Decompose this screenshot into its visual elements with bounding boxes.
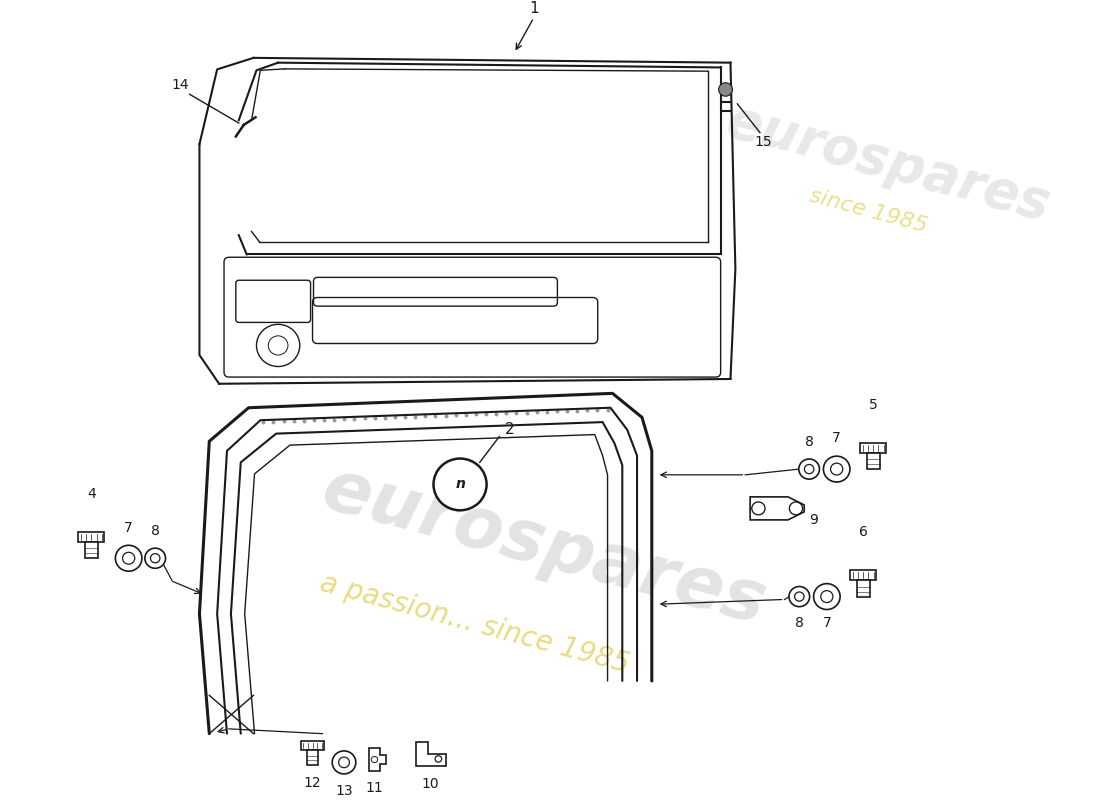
- Text: 7: 7: [833, 431, 842, 446]
- Polygon shape: [416, 742, 447, 766]
- Circle shape: [824, 456, 850, 482]
- Text: 2: 2: [505, 422, 514, 438]
- Polygon shape: [750, 497, 804, 520]
- Bar: [867, 453, 880, 469]
- FancyBboxPatch shape: [850, 570, 877, 580]
- FancyBboxPatch shape: [860, 442, 887, 453]
- Text: 10: 10: [421, 778, 439, 791]
- Circle shape: [332, 751, 355, 774]
- Bar: [85, 542, 98, 558]
- Text: 7: 7: [823, 617, 832, 630]
- Circle shape: [814, 584, 840, 610]
- Text: 14: 14: [170, 78, 188, 92]
- Text: since 1985: since 1985: [807, 186, 930, 237]
- Text: 6: 6: [859, 526, 868, 539]
- Circle shape: [718, 82, 733, 96]
- Text: 15: 15: [755, 135, 772, 150]
- Bar: [857, 580, 870, 597]
- Circle shape: [799, 459, 820, 479]
- Text: a passion... since 1985: a passion... since 1985: [317, 569, 632, 678]
- Text: 8: 8: [795, 617, 804, 630]
- Text: 13: 13: [336, 784, 353, 798]
- Bar: [307, 750, 318, 765]
- Circle shape: [433, 458, 486, 510]
- Text: 9: 9: [810, 513, 818, 527]
- Circle shape: [145, 548, 165, 568]
- Circle shape: [116, 546, 142, 571]
- Text: 8: 8: [805, 435, 814, 450]
- Text: 7: 7: [124, 521, 133, 534]
- Text: 1: 1: [529, 1, 539, 15]
- Circle shape: [789, 586, 810, 606]
- Text: 8: 8: [151, 524, 160, 538]
- Text: n: n: [455, 478, 465, 491]
- Text: 5: 5: [869, 398, 878, 412]
- FancyBboxPatch shape: [78, 532, 104, 542]
- FancyBboxPatch shape: [300, 741, 324, 750]
- Text: eurospares: eurospares: [315, 454, 773, 639]
- Text: eurospares: eurospares: [720, 95, 1056, 231]
- Text: 12: 12: [304, 777, 321, 790]
- Text: 4: 4: [87, 487, 96, 501]
- Text: 11: 11: [365, 782, 384, 795]
- Polygon shape: [370, 748, 386, 770]
